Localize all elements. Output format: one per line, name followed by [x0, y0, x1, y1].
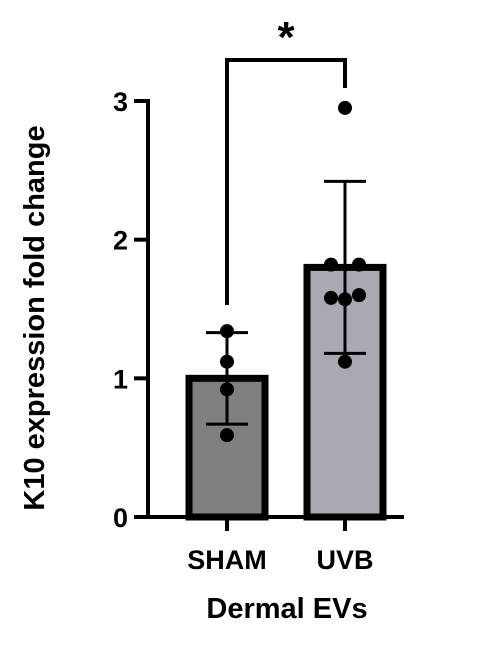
data-point — [338, 292, 352, 307]
data-point — [352, 257, 366, 272]
significance-bracket — [225, 58, 347, 305]
y-tick-label: 1 — [113, 364, 128, 394]
data-point — [338, 100, 352, 115]
significance-label: * — [277, 13, 295, 62]
y-tick-label: 0 — [113, 503, 128, 533]
y-tick-label: 2 — [113, 226, 128, 256]
data-point — [220, 382, 234, 397]
y-axis-title: K10 expression fold change — [19, 125, 51, 510]
x-tick-label: SHAM — [187, 545, 267, 575]
data-point — [324, 290, 338, 305]
x-axis-title: Dermal EVs — [206, 593, 367, 625]
data-point — [220, 324, 234, 339]
data-point — [220, 428, 234, 443]
data-point — [352, 288, 366, 303]
data-point — [220, 354, 234, 369]
chart-marks: 0 1 2 3 SHAM UVB * — [113, 13, 404, 575]
data-point — [324, 257, 338, 272]
data-point — [338, 354, 352, 369]
y-tick-label: 3 — [113, 87, 128, 117]
x-tick-label: UVB — [316, 545, 373, 575]
